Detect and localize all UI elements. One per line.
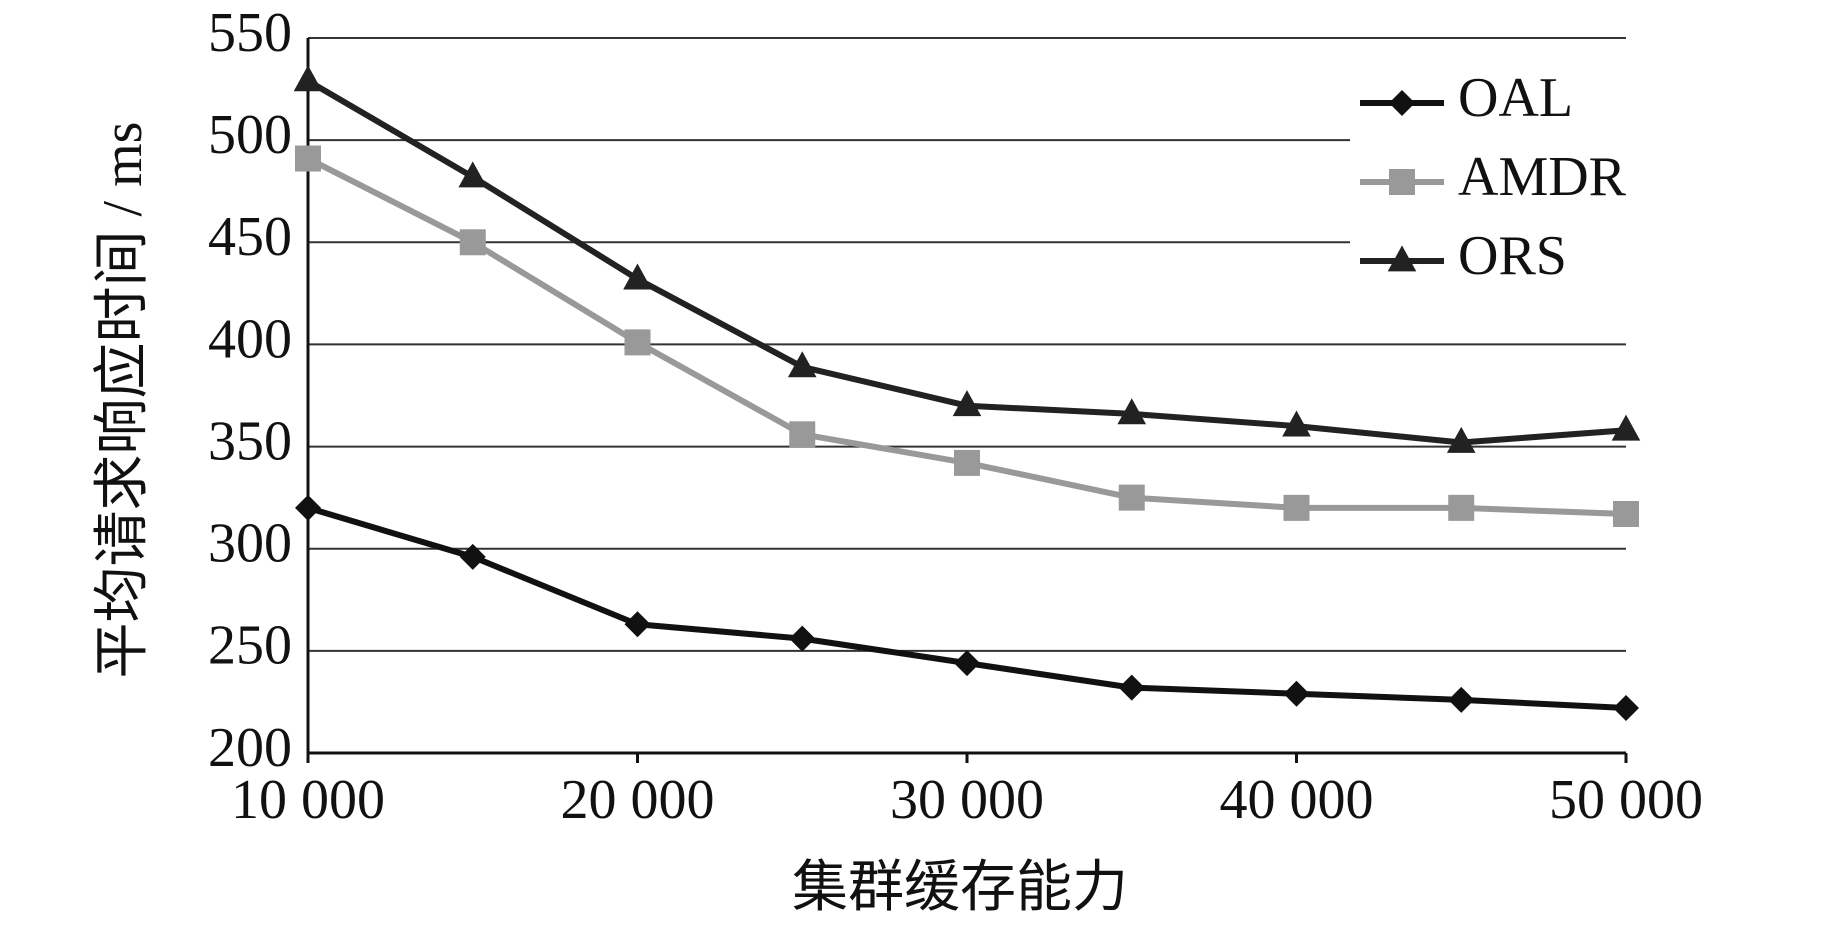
marker bbox=[787, 351, 817, 378]
marker bbox=[1118, 674, 1145, 701]
x-tick-label: 40 000 bbox=[1220, 769, 1374, 831]
legend-label: ORS bbox=[1458, 225, 1567, 287]
marker bbox=[1283, 494, 1310, 521]
marker bbox=[789, 625, 816, 652]
legend-marker bbox=[1387, 245, 1417, 272]
marker bbox=[293, 65, 323, 92]
marker bbox=[1283, 680, 1310, 707]
marker bbox=[954, 650, 980, 677]
y-tick-label: 350 bbox=[208, 410, 292, 472]
y-axis-title: 平均请求响应时间 / ms bbox=[92, 122, 154, 679]
series-line bbox=[307, 504, 1627, 712]
marker bbox=[1117, 398, 1147, 425]
y-tick-label: 500 bbox=[208, 104, 292, 166]
marker bbox=[295, 494, 321, 521]
y-tick-label: 450 bbox=[208, 206, 292, 268]
marker bbox=[954, 449, 980, 476]
marker bbox=[1611, 414, 1641, 441]
marker bbox=[952, 390, 982, 417]
marker bbox=[459, 543, 486, 570]
legend-label: OAL bbox=[1458, 67, 1573, 129]
marker bbox=[1282, 410, 1311, 437]
marker bbox=[1446, 426, 1476, 453]
marker bbox=[1118, 484, 1145, 511]
marker bbox=[458, 161, 488, 188]
y-tick-label: 550 bbox=[208, 2, 292, 64]
marker bbox=[1613, 695, 1639, 722]
legend-marker bbox=[1389, 169, 1415, 195]
marker bbox=[1613, 500, 1639, 527]
marker bbox=[459, 229, 486, 256]
y-tick-label: 400 bbox=[208, 308, 292, 370]
legend-label: AMDR bbox=[1458, 146, 1627, 208]
x-axis-title: 集群缓存能力 bbox=[792, 857, 1128, 919]
marker bbox=[624, 329, 651, 356]
x-tick-label: 50 000 bbox=[1549, 769, 1703, 831]
marker bbox=[1448, 686, 1475, 713]
marker bbox=[624, 611, 651, 638]
y-tick-label: 250 bbox=[208, 615, 292, 677]
legend-marker bbox=[1389, 90, 1415, 116]
x-tick-label: 30 000 bbox=[890, 769, 1044, 831]
x-tick-label: 20 000 bbox=[561, 769, 715, 831]
marker bbox=[1448, 494, 1475, 521]
marker bbox=[789, 421, 816, 448]
y-tick-label: 200 bbox=[208, 717, 292, 779]
marker bbox=[623, 263, 652, 290]
x-tick-label: 10 000 bbox=[231, 769, 385, 831]
y-tick-label: 300 bbox=[208, 513, 292, 575]
marker bbox=[295, 145, 321, 172]
